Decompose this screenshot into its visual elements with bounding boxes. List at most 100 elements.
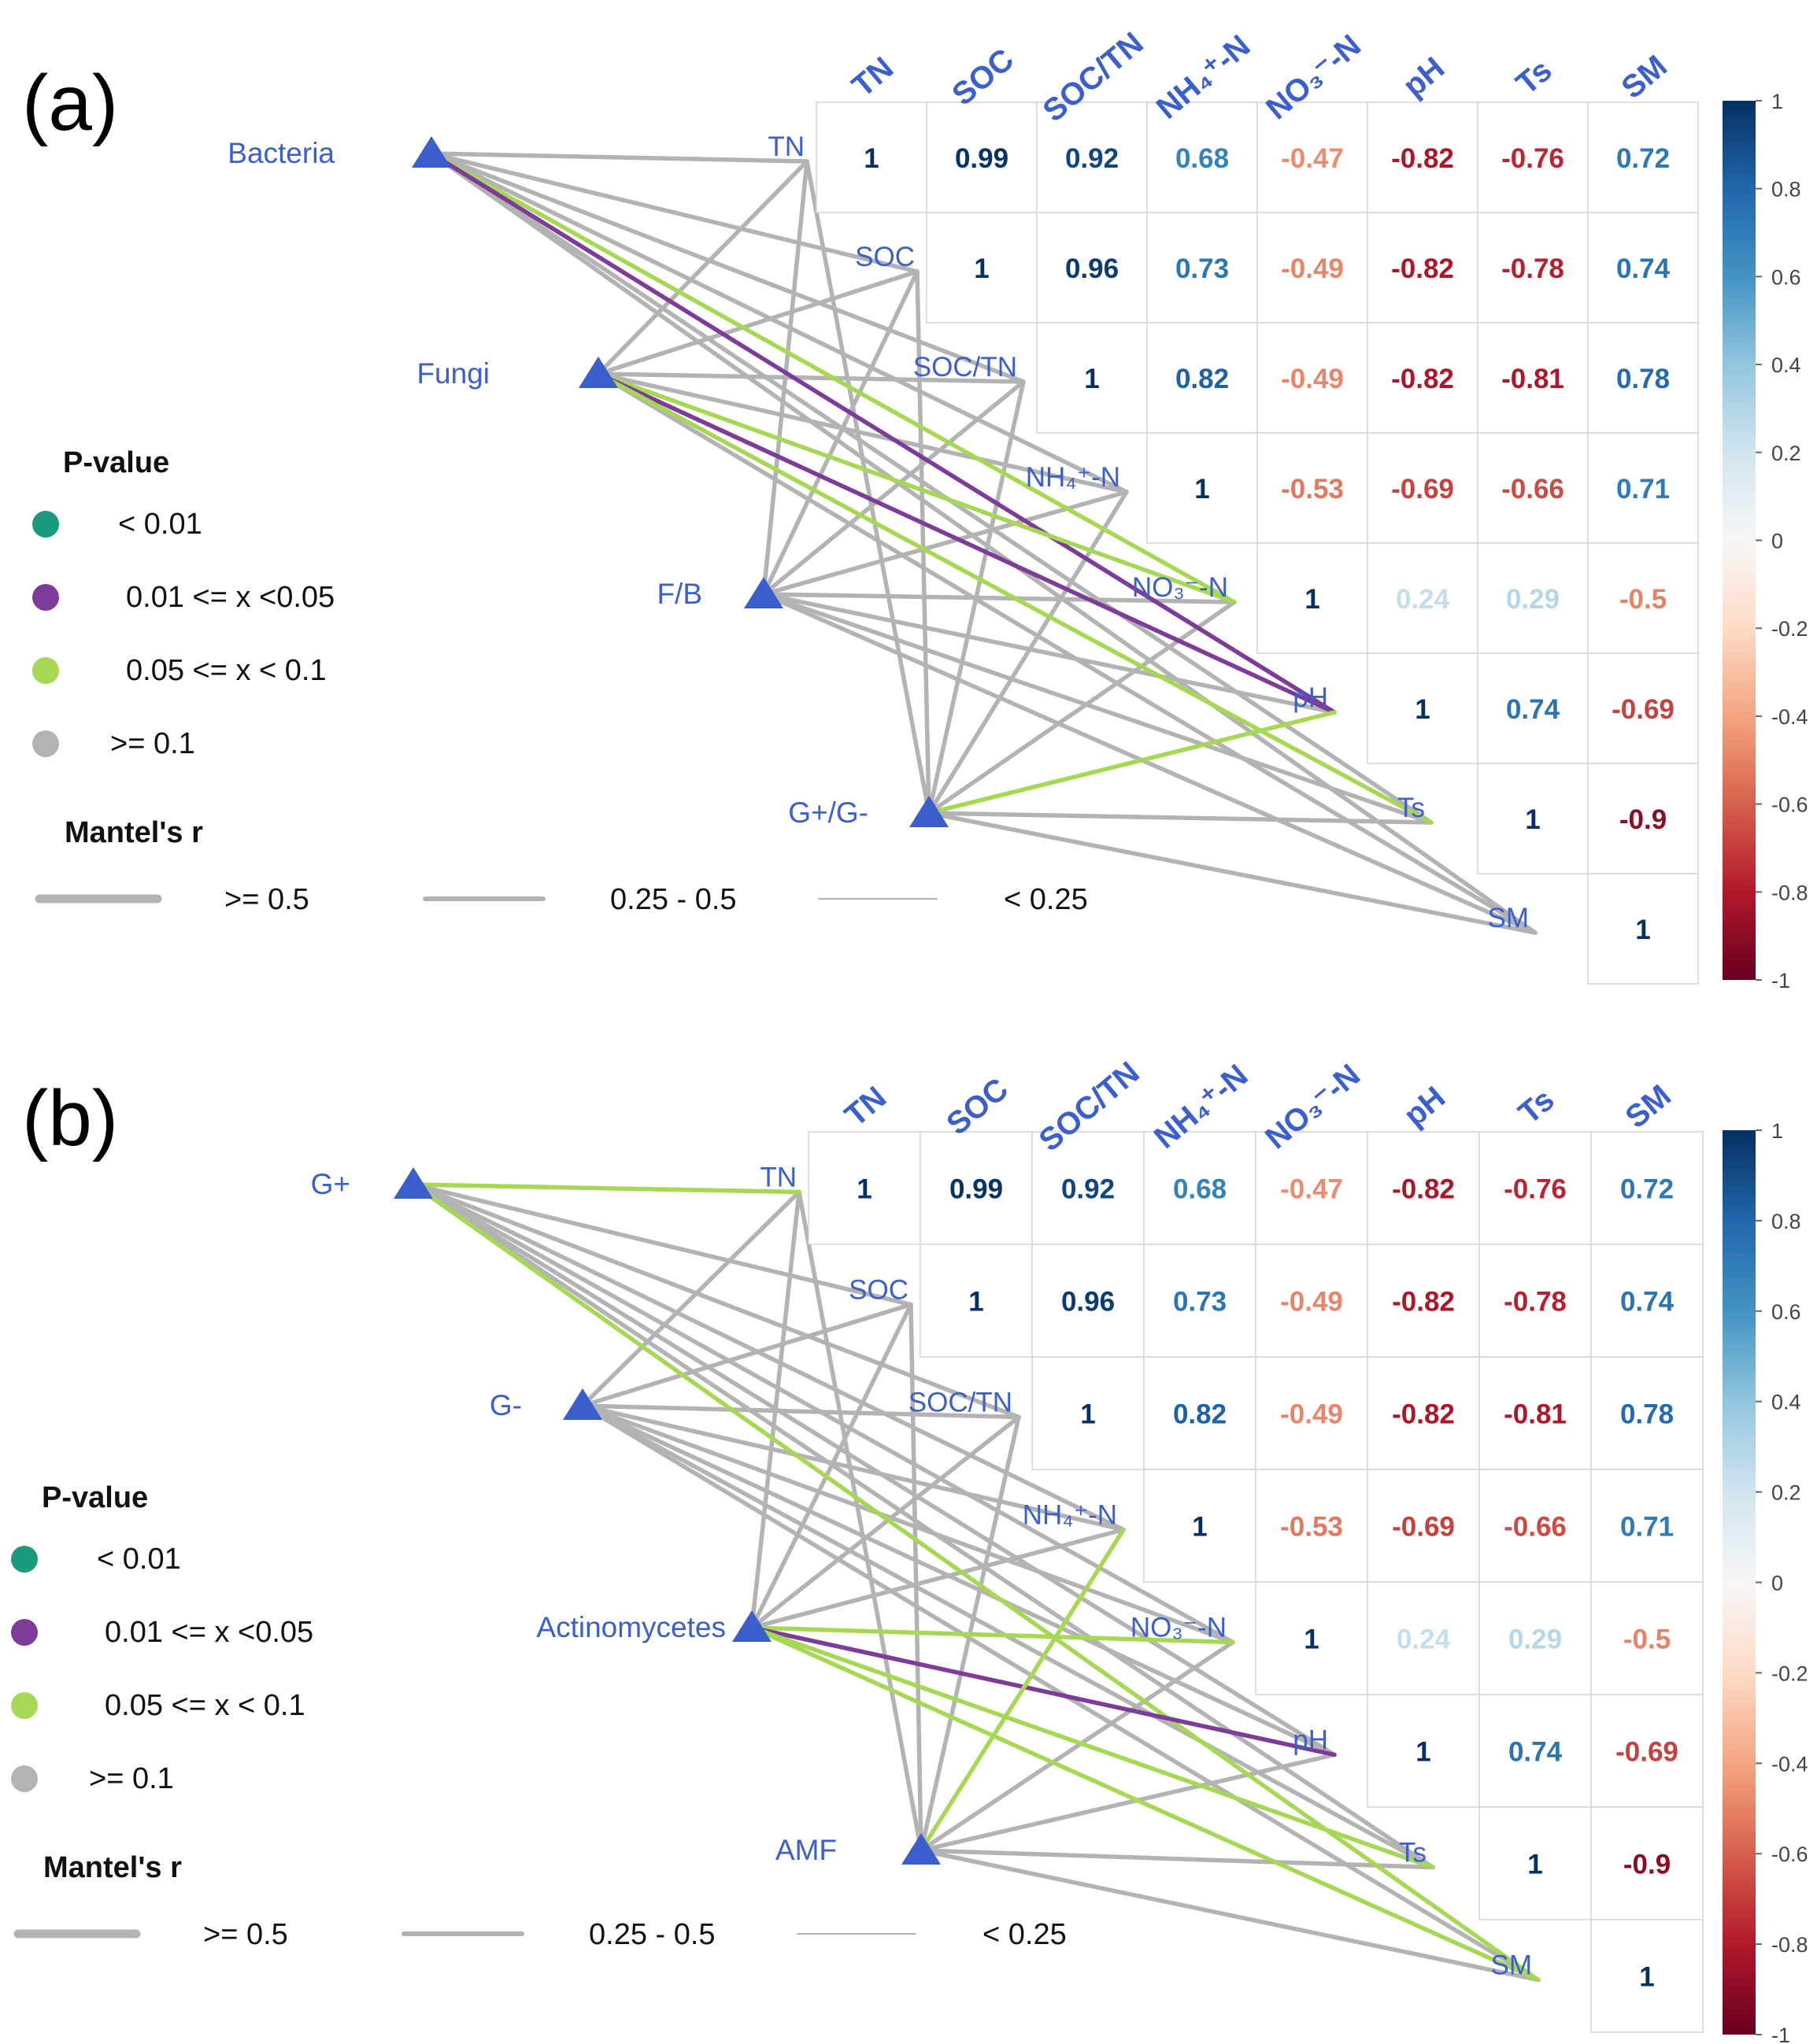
legend-pvalue-label: < 0.01 [118, 508, 202, 541]
cell-value: -0.47 [1280, 1174, 1343, 1205]
link-bacteria-ph [429, 151, 1337, 715]
cell-value: -0.76 [1501, 143, 1564, 174]
cell-value: 1 [1084, 364, 1099, 394]
link-g-g-soc [915, 269, 931, 815]
matrix-cell [1590, 1244, 1704, 1358]
link-actinomycetes-soc-tn [749, 1414, 1021, 1630]
cell-value: 0.82 [1175, 364, 1229, 394]
cell-value: -0.78 [1504, 1287, 1567, 1318]
link-fungi-soc-tn [596, 371, 1026, 384]
colorbar: 1 0.8 0.6 0.4 0.2 0 -0.2 -0.4 -0.6 -0.8 -1 [1723, 1119, 1808, 2044]
link-bacteria-no3-n [429, 151, 1237, 604]
link-f-b-tn [761, 159, 809, 597]
cell-value: 0.68 [1175, 143, 1229, 174]
cell-value: 0.73 [1173, 1287, 1227, 1318]
triangle-icon [579, 357, 618, 388]
legend-pvalue-label: 0.05 <= x < 0.1 [126, 654, 327, 687]
mantel-links [411, 1182, 1541, 1983]
legend-mantel-label: < 0.25 [983, 1918, 1067, 1951]
colorbar-tick-label: -0.4 [1771, 1752, 1808, 1776]
colorbar-tick-label: -0.6 [1771, 793, 1808, 817]
matrix-cell [1477, 102, 1589, 213]
matrix-cell [1367, 322, 1478, 434]
matrix-cell [1146, 212, 1258, 323]
link-g-g-tn [805, 159, 931, 815]
colorbar-tick-label: -0.8 [1771, 881, 1808, 904]
cell-value: -0.69 [1391, 474, 1454, 505]
link-amf-ph [919, 1752, 1337, 1853]
legend-swatch [11, 1619, 38, 1646]
column-label: pH [1397, 1080, 1452, 1133]
cell-value: 0.68 [1173, 1174, 1227, 1205]
row-label: NO₃⁻-N [1131, 1613, 1227, 1643]
matrix-cell [1590, 1919, 1704, 2033]
matrix-cell [1590, 1469, 1704, 1583]
triangle-icon [901, 1833, 941, 1865]
matrix-cell [1255, 1131, 1368, 1245]
colorbar-tick-label: -0.8 [1771, 1933, 1808, 1957]
colorbar-gradient [1723, 1130, 1756, 2035]
cell-value: 0.71 [1616, 474, 1670, 505]
column-label: Ts [1510, 53, 1559, 102]
cell-value: 1 [1304, 1624, 1319, 1655]
legend-mantel-title: Mantel's r [65, 816, 203, 849]
matrix-cell [1587, 873, 1699, 985]
group-label-bacteria: Bacteria [228, 137, 335, 169]
colorbar-tick-label: 0.4 [1771, 1391, 1801, 1414]
legend-swatch [32, 584, 59, 611]
panel-label: (b) [22, 1074, 118, 1162]
group-label-g-g: G+/G- [788, 797, 868, 829]
cell-value: 1 [1304, 584, 1319, 615]
matrix-cell [1478, 1131, 1592, 1245]
cell-value: 0.72 [1616, 143, 1670, 174]
legend-pvalue-label: >= 0.1 [89, 1762, 174, 1795]
column-label: TN [846, 50, 900, 104]
triangle-icon [412, 136, 451, 168]
link-f-b-sm [761, 592, 1538, 935]
matrix-cell [1478, 1694, 1592, 1808]
matrix-cell [1146, 102, 1258, 213]
colorbar-tick-label: -1 [1771, 2024, 1790, 2044]
triangle-icon [909, 796, 949, 827]
legend-swatch [32, 657, 59, 684]
legend-pvalue-label: 0.05 <= x < 0.1 [105, 1689, 305, 1722]
link-amf-tn [797, 1189, 923, 1853]
group-label-f-b: F/B [657, 578, 702, 610]
cell-value: 0.74 [1620, 1287, 1675, 1318]
column-label: TN [838, 1080, 893, 1133]
matrix-cell [1367, 542, 1478, 654]
legend-mantel-label: 0.25 - 0.5 [610, 883, 737, 916]
colorbar-tick-label: -0.4 [1771, 705, 1808, 729]
link-g-ts [411, 1182, 1435, 1870]
matrix-cell [1587, 542, 1699, 654]
legend-pvalue-label: 0.01 <= x <0.05 [105, 1616, 313, 1649]
legend-pvalue-label: >= 0.1 [110, 727, 195, 760]
cell-value: -0.69 [1392, 1512, 1455, 1543]
cell-value: -0.82 [1391, 143, 1454, 174]
colorbar-tick-label: -1 [1771, 969, 1790, 992]
matrix-cell [1143, 1469, 1256, 1583]
cell-value: -0.82 [1392, 1287, 1455, 1318]
link-actinomycetes-ph [749, 1625, 1337, 1758]
link-actinomycetes-nh4-n [749, 1527, 1126, 1630]
legend-pvalue-label: 0.01 <= x <0.05 [126, 581, 335, 614]
cell-value: 1 [974, 253, 989, 284]
link-bacteria-tn [429, 151, 809, 164]
cell-value: -0.47 [1281, 143, 1344, 174]
cell-value: 1 [1639, 1962, 1654, 1993]
cell-value: 0.96 [1061, 1287, 1115, 1318]
link-fungi-tn [596, 159, 809, 376]
matrix-cell [1587, 102, 1699, 213]
link-amf-sm [919, 1848, 1541, 1983]
colorbar-tick-label: 0.4 [1771, 353, 1801, 377]
link-amf-soc [908, 1302, 923, 1853]
matrix-cell [1367, 1469, 1480, 1583]
mantel-links [429, 151, 1538, 935]
colorbar-tick-label: 0.2 [1771, 442, 1801, 465]
legend-pvalue-label: < 0.01 [97, 1543, 181, 1576]
cell-value: 0.96 [1065, 253, 1119, 284]
cell-value: 0.82 [1173, 1399, 1227, 1430]
matrix-cell [1477, 432, 1589, 544]
link-g-soc [580, 1302, 913, 1408]
colorbar-tick-label: 0.2 [1771, 1481, 1801, 1505]
